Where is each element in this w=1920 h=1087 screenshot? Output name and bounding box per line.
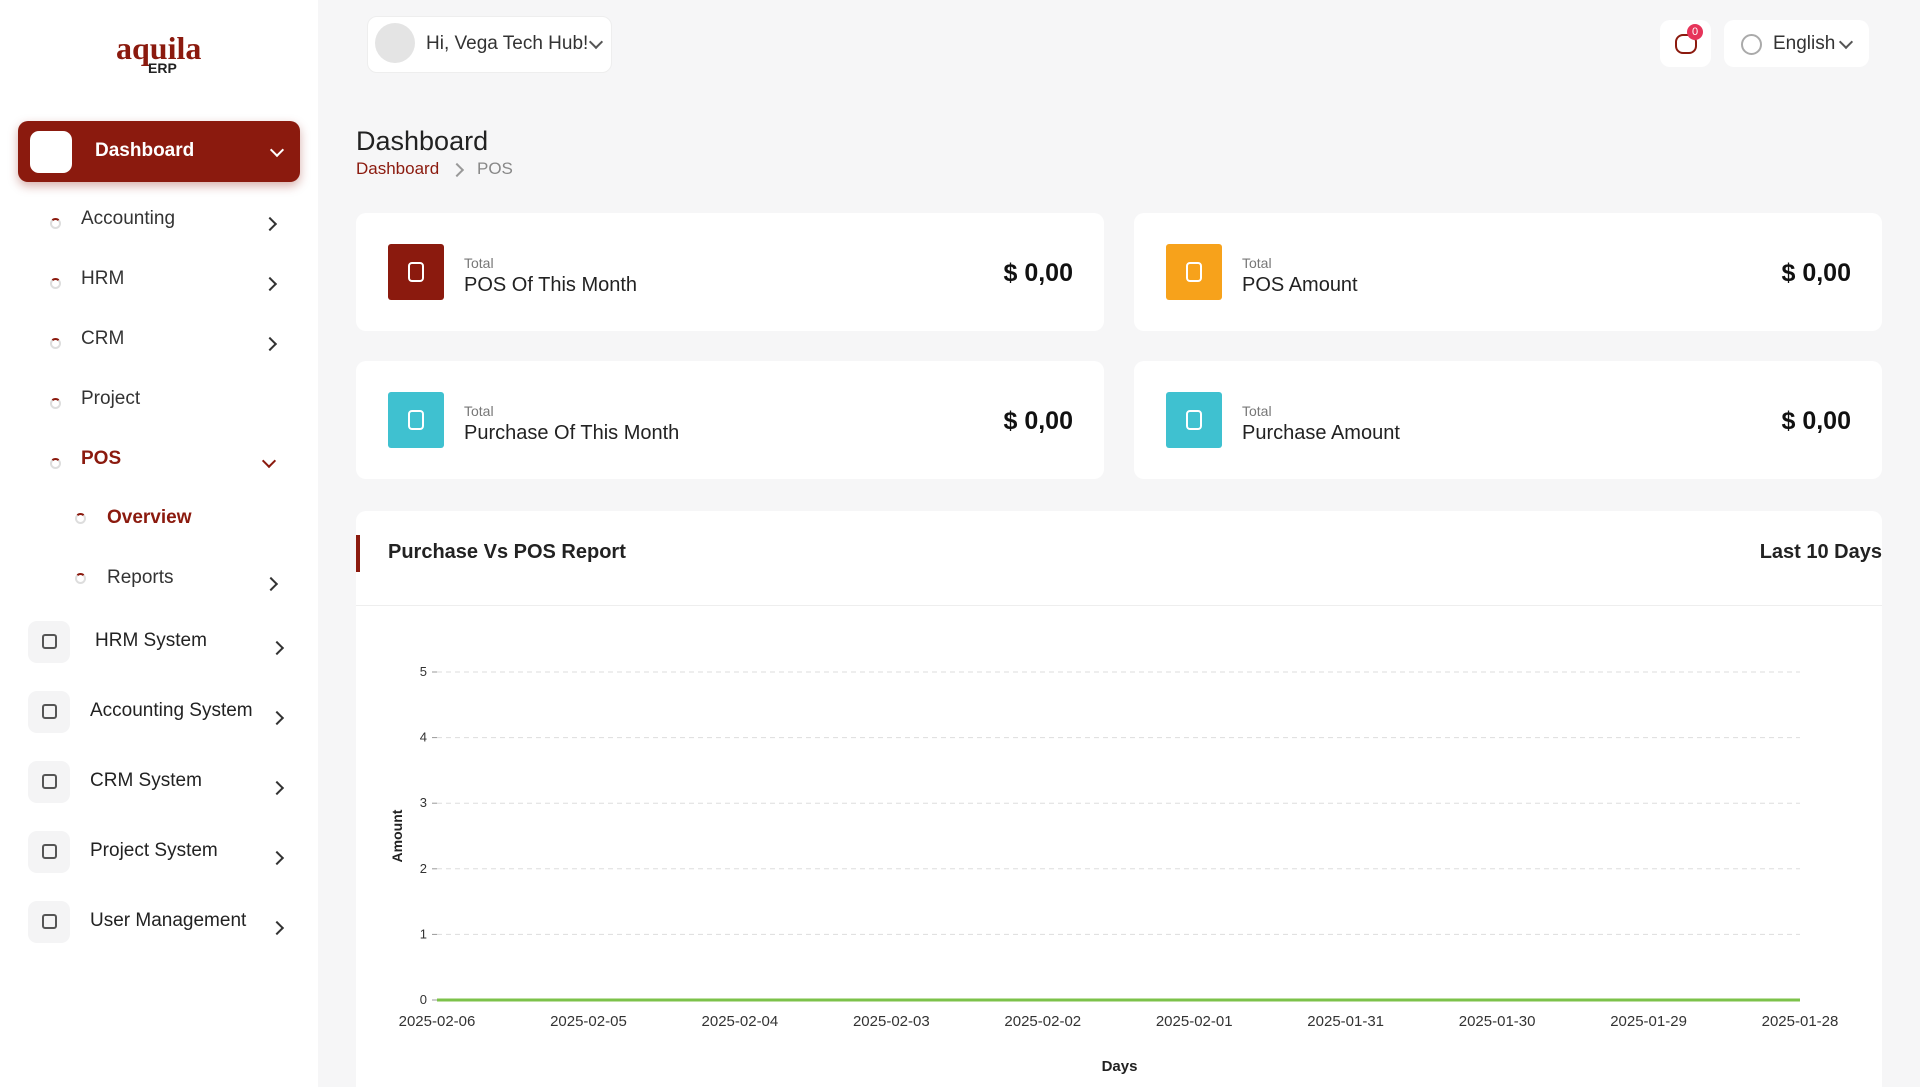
notification-button[interactable] [1660,20,1711,67]
language[interactable]: English [1773,33,1836,54]
system-icon-glyph [42,634,57,649]
nav-dot [50,278,61,289]
y-tick-label: 0 [420,992,427,1007]
system-item[interactable]: Accounting System [90,700,253,721]
x-tick-label: 2025-02-04 [702,1013,779,1030]
report-header-divider [356,605,1882,606]
report-title: Purchase Vs POS Report [388,541,626,563]
breadcrumb[interactable]: Dashboard [356,159,440,178]
stat-icon-glyph [408,262,424,282]
y-tick-label: 2 [420,861,427,876]
stat-value: $ 0,00 [1003,259,1073,287]
nav-icon [30,131,72,173]
y-tick-label: 5 [420,664,427,679]
x-tick-label: 2025-01-30 [1459,1013,1536,1030]
nav-dot [75,513,86,524]
stat-title: Purchase Of This Month [464,422,680,444]
avatar [375,23,415,63]
chart: 0 1 2 3 4 5 2025-02-06 2025-02-05 2025-02-04 2025… [389,664,1839,1075]
stat-card [1134,213,1882,331]
stat-caption: Total [1242,403,1272,419]
nav-sub-item[interactable]: Overview [107,507,192,528]
system-icon [28,831,70,873]
stat-icon [1166,244,1222,300]
nav-item[interactable]: Project [81,388,141,409]
notification-icon [1675,34,1697,54]
system-item[interactable]: HRM System [95,630,207,651]
x-tick-label: 2025-02-06 [399,1013,476,1030]
report-card [356,511,1882,1087]
report-accent [356,535,360,572]
globe-icon [1741,34,1762,55]
nav-item[interactable]: Accounting [81,208,176,229]
system-item[interactable]: Project System [90,840,218,861]
nav-item[interactable]: CRM [81,328,125,349]
nav-item[interactable]: POS [81,448,122,469]
x-tick-label: 2025-01-28 [1762,1013,1839,1030]
stat-icon-glyph [1186,262,1202,282]
x-tick-label: 2025-02-03 [853,1013,930,1030]
nav-dot [50,338,61,349]
x-tick-label: 2025-02-01 [1156,1013,1233,1030]
x-tick-label: 2025-02-05 [550,1013,627,1030]
nav-dot [75,573,86,584]
logo: aquila [116,30,202,66]
stat-title: POS Of This Month [464,274,638,296]
system-icon [28,691,70,733]
system-icon [28,761,70,803]
nav-sub-item[interactable]: Reports [107,567,174,588]
system-item[interactable]: User Management [90,910,247,931]
x-tick-label: 2025-01-29 [1610,1013,1687,1030]
stat-value: $ 0,00 [1781,259,1851,287]
x-tick-label: 2025-01-31 [1307,1013,1384,1030]
nav-item[interactable]: HRM [81,268,125,289]
system-icon [28,901,70,943]
page-title: Dashboard [356,126,489,156]
stat-value: $ 0,00 [1003,407,1073,435]
nav-dot [50,398,61,409]
stat-caption: Total [464,255,494,271]
stat-icon [388,392,444,448]
nav-dot [50,458,61,469]
logo-sub: ERP [148,60,177,76]
y-tick-label: 4 [420,730,427,745]
stat-value: $ 0,00 [1781,407,1851,435]
system-icon-glyph [42,774,57,789]
notification-badge: 0 [1687,24,1703,40]
report-period[interactable]: Last 10 Days [1759,541,1882,563]
stat-card [1134,361,1882,479]
system-icon-glyph [42,704,57,719]
y-tick-label: 3 [420,795,427,810]
stat-card [356,213,1104,331]
stat-title: POS Amount [1242,274,1358,296]
system-item[interactable]: CRM System [90,770,202,791]
x-tick-label: 2025-02-02 [1004,1013,1081,1030]
stat-icon-glyph [1186,410,1202,430]
system-icon-glyph [42,844,57,859]
stat-title: Purchase Amount [1242,422,1400,444]
system-icon-glyph [42,914,57,929]
breadcrumb: POS [477,159,513,178]
chevron [449,162,465,178]
greeting[interactable]: Hi, Vega Tech Hub! [426,33,589,54]
stat-caption: Total [1242,255,1272,271]
stat-caption: Total [464,403,494,419]
nav-label[interactable]: Dashboard [95,140,195,161]
stat-card [356,361,1104,479]
nav-dot [50,218,61,229]
y-tick-label: 1 [420,926,427,941]
system-icon [28,621,70,663]
stat-icon-glyph [408,410,424,430]
stat-icon [388,244,444,300]
stat-icon [1166,392,1222,448]
x-axis-label: Days [1102,1058,1138,1075]
y-axis-label: Amount [389,809,405,862]
